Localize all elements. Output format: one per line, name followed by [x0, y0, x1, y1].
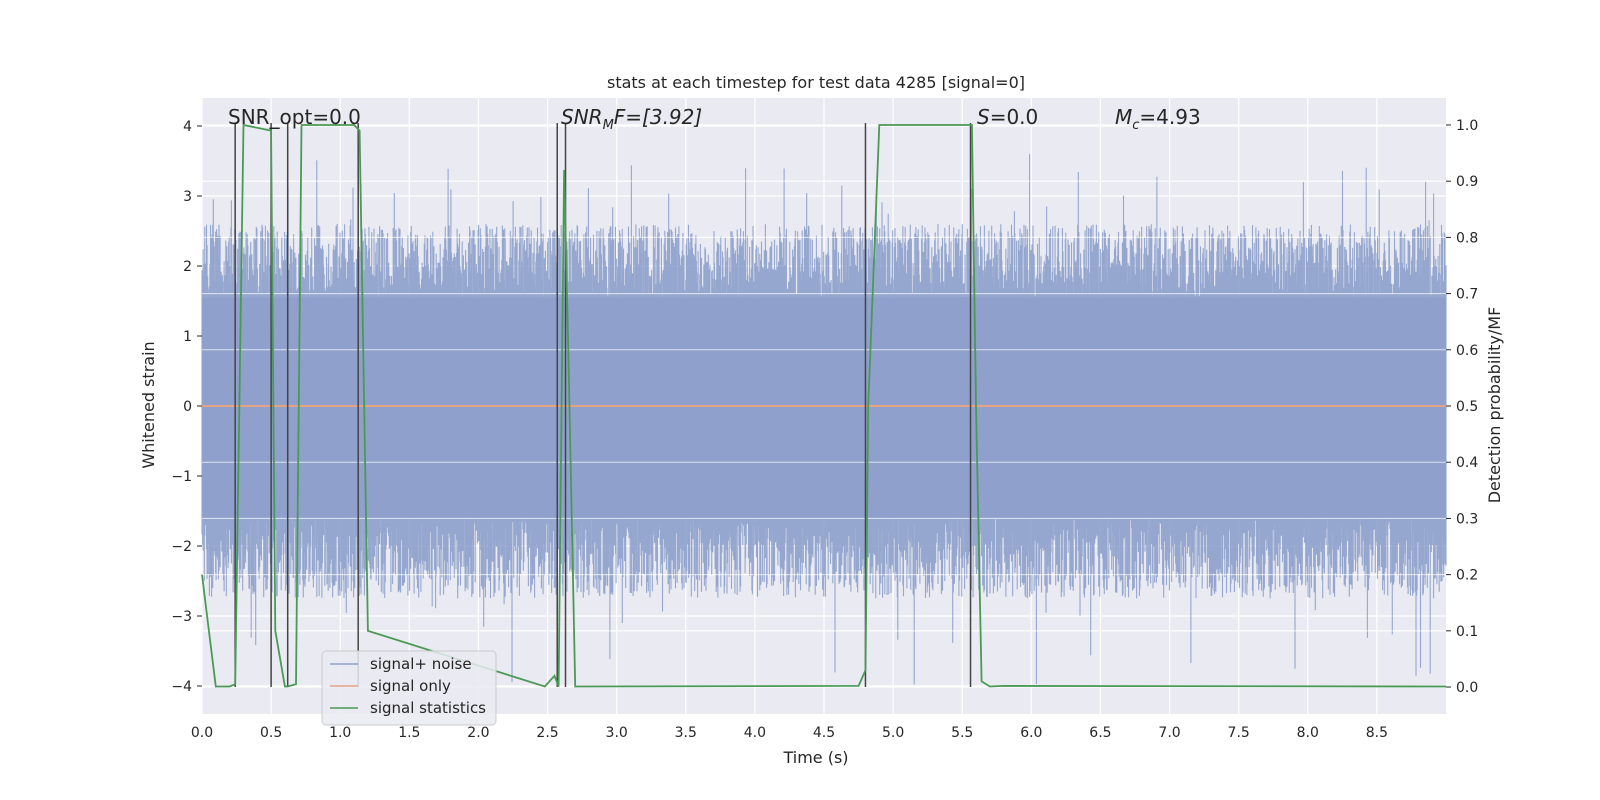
annotation-snr-mf-value: F=[3.92]	[614, 105, 702, 129]
y-axis-label-left: Whitened strain	[139, 341, 158, 468]
x-tick-label: 2.5	[536, 725, 558, 741]
x-tick-label: 8.0	[1297, 725, 1319, 741]
legend-label-signal-only: signal only	[370, 677, 451, 695]
annotation-snr-mf-subscript: M	[603, 118, 614, 133]
annotation-mc: Mc=4.93	[1115, 105, 1201, 133]
y-tick-label-left: 0	[183, 399, 192, 415]
annotation-s-label: S	[977, 105, 990, 129]
x-axis-label: Time (s)	[782, 748, 848, 767]
y-tick-label-left: −2	[171, 539, 192, 555]
y-tick-label-left: 1	[183, 329, 192, 345]
signal-noise-series	[201, 124, 1447, 688]
y-tick-label-left: 3	[183, 189, 192, 205]
x-tick-label: 8.5	[1366, 725, 1388, 741]
y-tick-label-left: −3	[171, 609, 192, 625]
annotation-snr-mf-label: SNR	[561, 105, 603, 129]
x-tick-label: 1.0	[329, 725, 351, 741]
x-tick-label: 3.5	[675, 725, 697, 741]
y-tick-label-right: 0.2	[1456, 568, 1478, 584]
annotation-mc-label: M	[1115, 105, 1132, 129]
y-tick-label-right: 0.4	[1456, 455, 1478, 471]
x-tick-label: 7.5	[1228, 725, 1250, 741]
x-tick-label: 3.0	[606, 725, 628, 741]
x-tick-label: 0.5	[260, 725, 282, 741]
y-tick-label-right: 0.1	[1456, 624, 1478, 640]
y-tick-label-left: −1	[171, 469, 192, 485]
y-tick-label-right: 0.8	[1456, 230, 1478, 246]
annotation-mc-value: =4.93	[1139, 105, 1200, 129]
annotation-s-value: =0.0	[990, 105, 1039, 129]
y-tick-label-right: 0.9	[1456, 174, 1478, 190]
y-tick-label-left: 2	[183, 259, 192, 275]
x-tick-label: 5.5	[951, 725, 973, 741]
x-tick-label: 4.0	[744, 725, 766, 741]
y-tick-label-right: 0.7	[1456, 287, 1478, 303]
x-tick-label: 5.0	[882, 725, 904, 741]
x-tick-label: 6.0	[1020, 725, 1042, 741]
y-tick-label-right: 1.0	[1456, 118, 1478, 134]
x-tick-label: 4.5	[813, 725, 835, 741]
annotation-mc-subscript: c	[1132, 118, 1139, 133]
axis-ticks: 0.0 0.5 1.0 1.5 2.0 2.5 3.0 3.5 4.0 4.5 5.0 5.5 6.0 6…	[171, 118, 1478, 741]
legend-label-signal-noise: signal+ noise	[370, 655, 472, 673]
chart-title: stats at each timestep for test data 428…	[607, 73, 1025, 92]
y-tick-label-left: −4	[171, 679, 192, 695]
x-tick-label: 6.5	[1089, 725, 1111, 741]
y-tick-label-right: 0.3	[1456, 511, 1478, 527]
legend-label-signal-statistics: signal statistics	[370, 699, 486, 717]
legend: signal+ noise signal only signal statist…	[321, 650, 497, 726]
y-tick-label-left: 4	[183, 119, 192, 135]
y-tick-label-right: 0.0	[1456, 680, 1478, 696]
annotation-snr-mf: SNRMF=[3.92]	[561, 105, 702, 133]
y-axis-label-right: Detection probability/MF	[1485, 307, 1504, 504]
annotation-snr-opt: SNR_opt=0.0	[228, 105, 361, 129]
y-tick-label-right: 0.5	[1456, 399, 1478, 415]
signal-noise-line	[201, 154, 1447, 685]
x-tick-label: 2.0	[467, 725, 489, 741]
legend-box	[321, 650, 497, 726]
x-tick-label: 0.0	[191, 725, 213, 741]
annotation-s: S=0.0	[977, 105, 1038, 129]
x-tick-label: 1.5	[398, 725, 420, 741]
y-tick-label-right: 0.6	[1456, 343, 1478, 359]
x-tick-label: 7.0	[1158, 725, 1180, 741]
